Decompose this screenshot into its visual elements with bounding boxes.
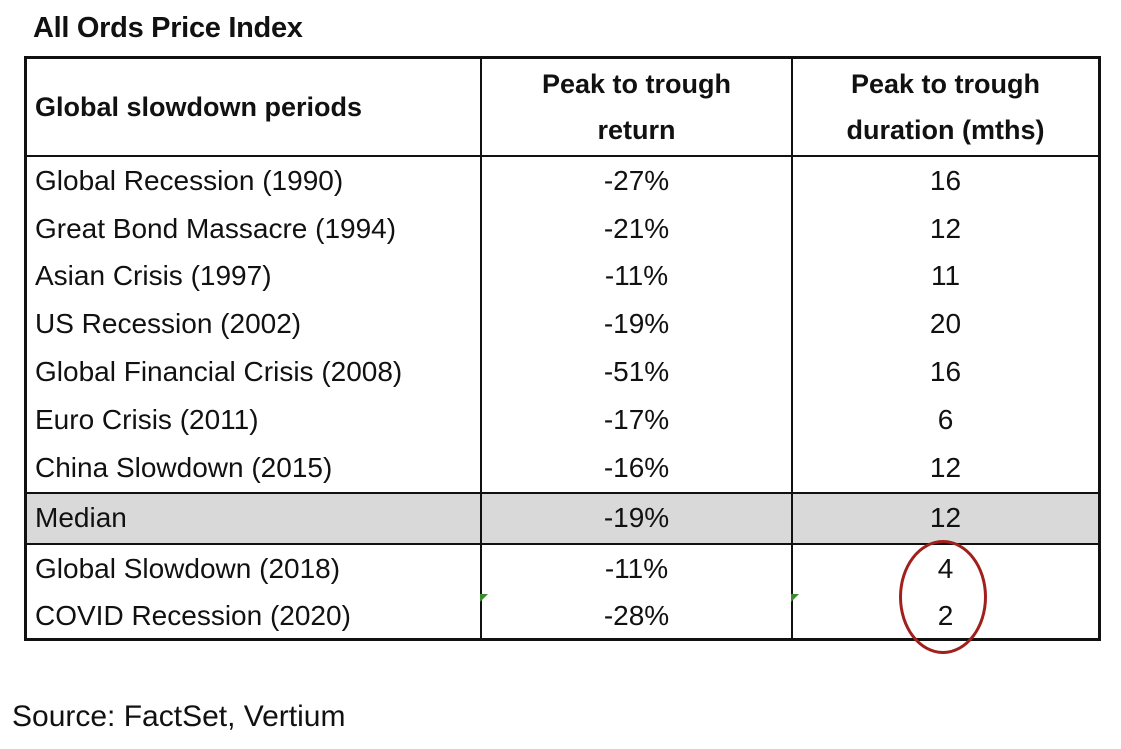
header-duration-label: Peak to trough duration (mths): [846, 69, 1045, 145]
cell-return: -21%: [603, 212, 670, 244]
cell-period: Great Bond Massacre (1994): [35, 212, 397, 244]
table-row: Euro Crisis (2011) -17% 6: [27, 396, 1098, 444]
cell-return: -27%: [603, 164, 670, 196]
median-row-highlight: [27, 493, 1098, 543]
median-bottom-divider: [27, 543, 1098, 545]
cell-period: Global Financial Crisis (2008): [35, 356, 403, 388]
table-title: All Ords Price Index: [33, 12, 303, 44]
header-duration: Peak to trough duration (mths): [793, 59, 1098, 155]
cell-period: US Recession (2002): [35, 308, 302, 340]
cell-return: -28%: [603, 600, 670, 632]
header-return-label: Peak to trough return: [541, 69, 731, 145]
median-row: Median -19% 12: [27, 493, 1098, 543]
cell-duration: 16: [929, 356, 962, 388]
column-divider-2: [791, 59, 793, 638]
table-row: COVID Recession (2020) -28% 2: [27, 593, 1098, 641]
table-row: China Slowdown (2015) -16% 12: [27, 444, 1098, 492]
cell-return: -17%: [603, 403, 670, 435]
header-divider: [27, 155, 1098, 157]
table-row: Asian Crisis (1997) -11% 11: [27, 253, 1098, 301]
cell-period: Asian Crisis (1997): [35, 260, 272, 292]
table-row: Global Slowdown (2018) -11% 4: [27, 545, 1098, 593]
cell-period: Euro Crisis (2011): [35, 403, 259, 435]
cell-period: Global Slowdown (2018): [35, 552, 341, 584]
median-top-divider: [27, 492, 1098, 494]
table-row: Global Financial Crisis (2008) -51% 16: [27, 348, 1098, 396]
cell-duration: 12: [929, 212, 962, 244]
table-row: Global Recession (1990) -27% 16: [27, 157, 1098, 205]
cell-comment-marker: [480, 594, 488, 602]
data-table: Global slowdown periods Peak to trough r…: [24, 56, 1101, 641]
cell-duration: 11: [930, 260, 961, 292]
cell-period: Global Recession (1990): [35, 164, 344, 196]
table-row: US Recession (2002) -19% 20: [27, 300, 1098, 348]
median-duration: 12: [929, 502, 962, 533]
header-periods: Global slowdown periods: [35, 92, 363, 122]
highlight-circle: [899, 540, 987, 654]
median-return: -19%: [603, 502, 670, 533]
source-note: Source: FactSet, Vertium: [12, 700, 346, 733]
cell-period: China Slowdown (2015): [35, 451, 333, 483]
header-return: Peak to trough return: [482, 59, 791, 155]
cell-return: -16%: [603, 451, 670, 483]
cell-duration: 16: [929, 164, 962, 196]
cell-duration: 12: [929, 451, 962, 483]
table-header: Global slowdown periods Peak to trough r…: [27, 59, 1098, 155]
cell-duration: 6: [937, 403, 954, 435]
cell-return: -11%: [604, 260, 669, 292]
cell-duration: 20: [929, 308, 962, 340]
cell-period: COVID Recession (2020): [35, 600, 351, 632]
cell-return: -51%: [603, 356, 670, 388]
cell-return: -11%: [604, 552, 669, 584]
cell-return: -19%: [603, 308, 670, 340]
cell-comment-marker: [791, 594, 799, 602]
column-divider-1: [480, 59, 482, 638]
table-row: Great Bond Massacre (1994) -21% 12: [27, 205, 1098, 253]
median-label: Median: [35, 502, 127, 533]
